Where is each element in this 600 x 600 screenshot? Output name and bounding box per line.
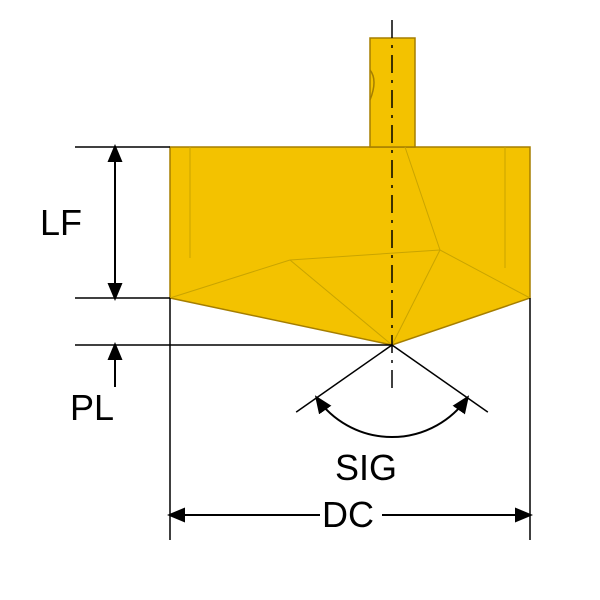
tool-body — [170, 147, 530, 345]
label-SIG: SIG — [335, 447, 397, 488]
angle-ext — [296, 345, 392, 412]
label-DC: DC — [322, 494, 374, 535]
label-LF: LF — [40, 202, 82, 243]
dim-SIG — [317, 398, 468, 437]
angle-ext — [392, 345, 488, 412]
label-PL: PL — [70, 387, 114, 428]
